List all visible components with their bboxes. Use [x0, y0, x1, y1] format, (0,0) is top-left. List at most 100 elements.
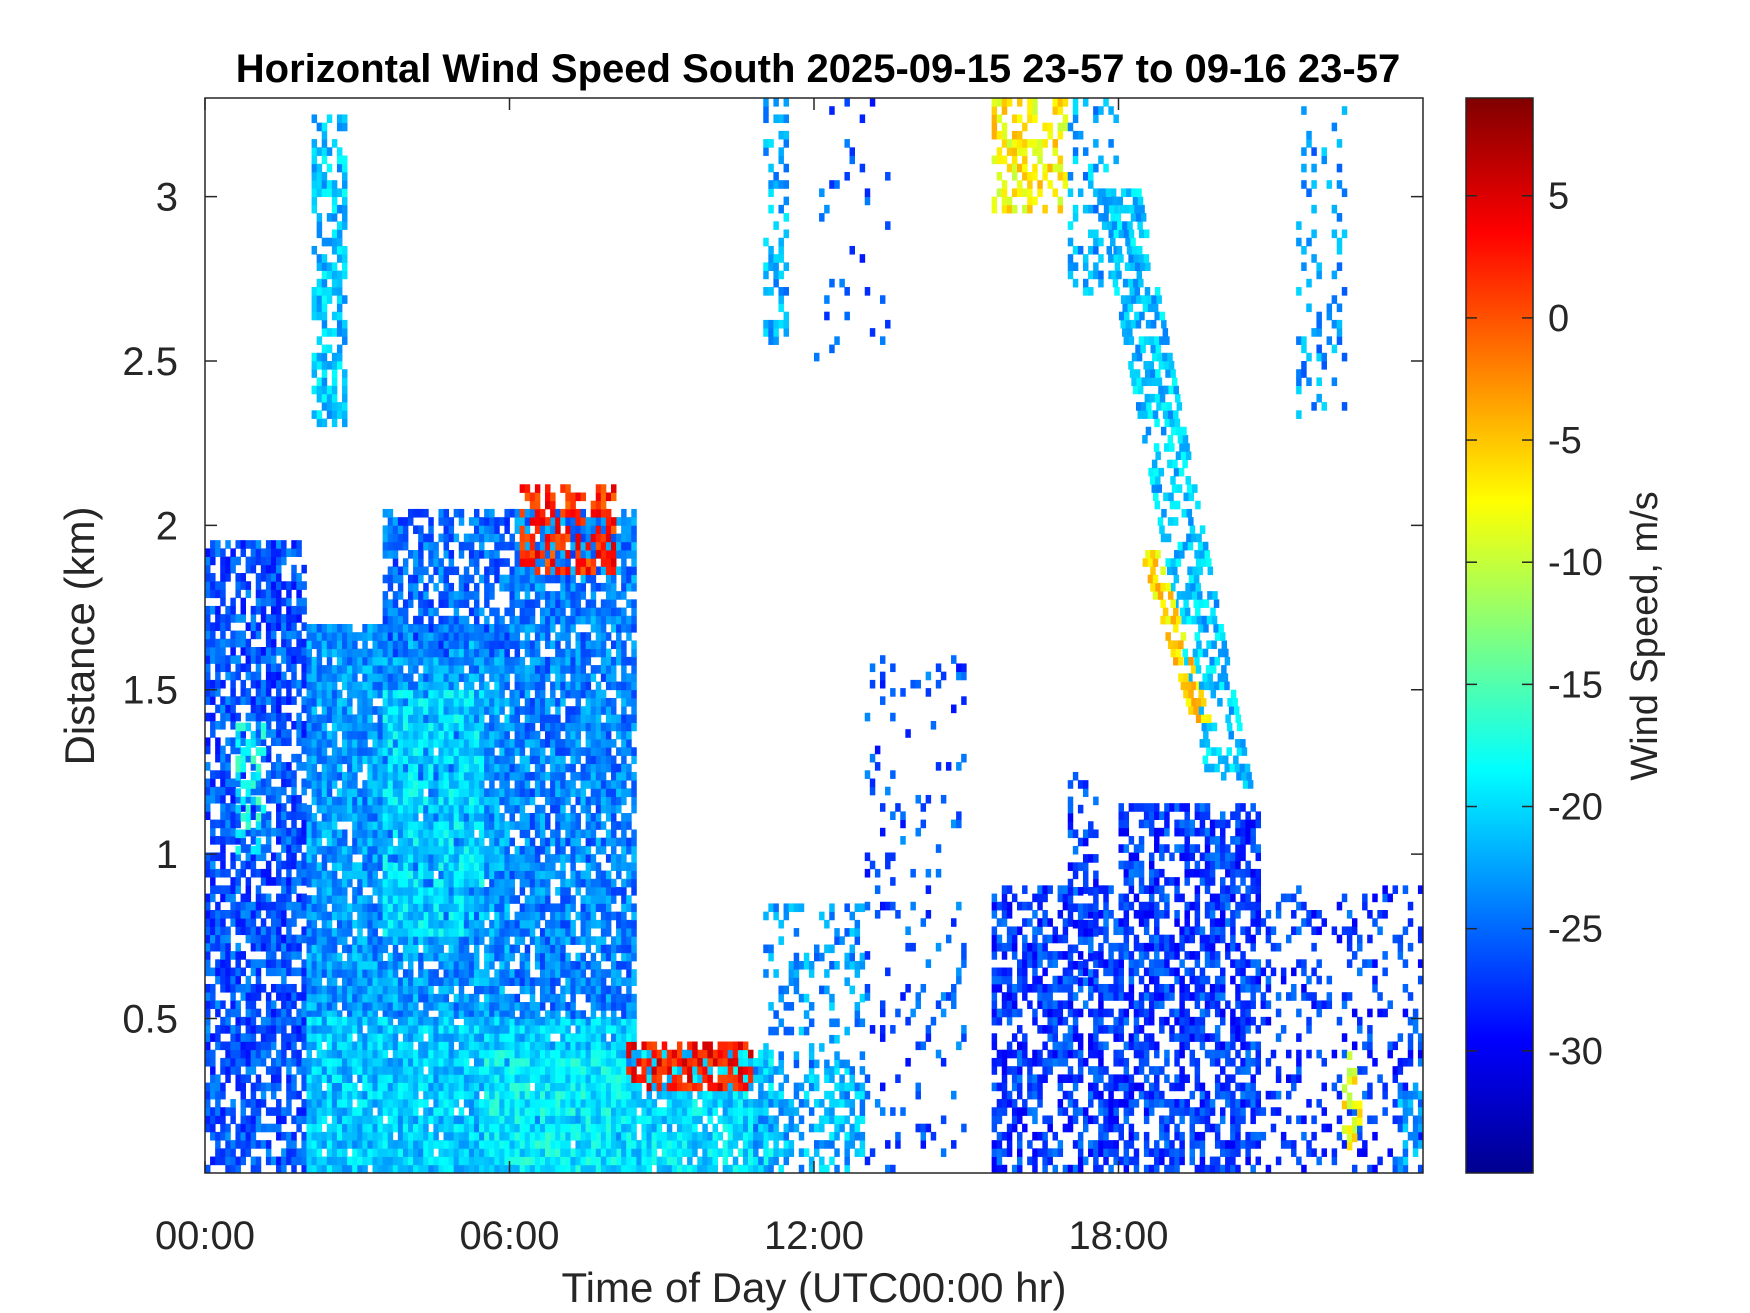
- heatmap-cell: [326, 854, 333, 863]
- heatmap-cell: [326, 1107, 333, 1116]
- heatmap-cell: [276, 679, 282, 689]
- heatmap-cell: [326, 648, 333, 658]
- heatmap-cell: [423, 755, 429, 765]
- heatmap-cell: [215, 910, 221, 919]
- heatmap-cell: [448, 837, 455, 847]
- heatmap-cell: [468, 829, 475, 839]
- heatmap-cell: [362, 870, 368, 880]
- heatmap-cell: [347, 952, 353, 962]
- heatmap-cell: [311, 952, 318, 962]
- heatmap-cell: [418, 845, 424, 855]
- heatmap-cell: [220, 655, 226, 664]
- heatmap-cell: [555, 714, 561, 724]
- heatmap-cell: [265, 794, 272, 804]
- heatmap-cell: [468, 788, 475, 797]
- heatmap-cell: [321, 919, 328, 929]
- heatmap-cell: [286, 737, 292, 747]
- heatmap-cell: [539, 689, 546, 699]
- heatmap-cell: [499, 928, 505, 937]
- heatmap-cell: [616, 1074, 622, 1083]
- heatmap-cell: [235, 573, 241, 582]
- heatmap-cell: [499, 960, 505, 970]
- heatmap-cell: [555, 1156, 561, 1166]
- heatmap-cell: [225, 753, 231, 763]
- heatmap-cell: [453, 944, 460, 954]
- heatmap-cell: [260, 778, 267, 788]
- heatmap-cell: [509, 607, 515, 617]
- heatmap-cell: [545, 558, 551, 567]
- heatmap-cell: [377, 886, 384, 896]
- heatmap-cell: [468, 862, 475, 871]
- heatmap-cell: [367, 730, 373, 740]
- heatmap-cell: [468, 730, 475, 740]
- heatmap-cell: [352, 862, 358, 871]
- heatmap-cell: [479, 697, 485, 707]
- heatmap-cell: [565, 919, 571, 929]
- heatmap-cell: [392, 911, 399, 921]
- heatmap-cell: [311, 780, 318, 789]
- heatmap-cell: [484, 911, 490, 921]
- heatmap-cell: [499, 952, 505, 962]
- heatmap-cell: [392, 591, 399, 600]
- heatmap-cell: [397, 845, 404, 855]
- heatmap-cell: [545, 952, 551, 962]
- heatmap-cell: [539, 1164, 546, 1174]
- heatmap-cell: [255, 597, 262, 607]
- heatmap-cell: [473, 911, 480, 921]
- heatmap-cell: [433, 697, 439, 707]
- heatmap-cell: [331, 1041, 338, 1051]
- heatmap-cell: [621, 1156, 627, 1166]
- heatmap-cell: [499, 582, 505, 592]
- heatmap-cell: [524, 566, 531, 576]
- heatmap-cell: [245, 647, 252, 656]
- heatmap-cell: [240, 860, 246, 870]
- heatmap-cell: [250, 992, 257, 1001]
- heatmap-cell: [301, 564, 307, 574]
- heatmap-cell: [504, 821, 510, 830]
- heatmap-cell: [534, 1016, 541, 1026]
- heatmap-cell: [286, 1099, 292, 1108]
- heatmap-cell: [509, 632, 515, 641]
- heatmap-cell: [286, 868, 292, 878]
- heatmap-cell: [565, 829, 571, 839]
- heatmap-cell: [240, 918, 246, 927]
- heatmap-cell: [433, 706, 439, 715]
- heatmap-cell: [397, 919, 404, 929]
- heatmap-cell: [534, 1074, 541, 1083]
- heatmap-cell: [377, 788, 384, 797]
- heatmap-cell: [210, 1131, 216, 1141]
- heatmap-cell: [519, 1140, 526, 1149]
- heatmap-cell: [504, 788, 510, 797]
- heatmap-cell: [321, 821, 328, 830]
- heatmap-cell: [555, 747, 561, 756]
- heatmap-cell: [265, 622, 272, 631]
- heatmap-cell: [468, 1123, 475, 1133]
- heatmap-cell: [408, 1016, 414, 1026]
- heatmap-cell: [453, 640, 460, 650]
- heatmap-cell: [352, 771, 358, 781]
- heatmap-cell: [468, 1115, 475, 1125]
- heatmap-cell: [336, 886, 343, 896]
- heatmap-cell: [484, 993, 490, 1003]
- heatmap-cell: [605, 1057, 612, 1067]
- heatmap-cell: [560, 960, 566, 970]
- heatmap-cell: [408, 656, 414, 666]
- heatmap-cell: [336, 1156, 343, 1166]
- heatmap-cell: [479, 739, 485, 748]
- heatmap-cell: [458, 788, 465, 797]
- heatmap-cell: [590, 1066, 597, 1075]
- heatmap-cell: [463, 1090, 470, 1100]
- heatmap-cell: [545, 1156, 551, 1166]
- heatmap-cell: [428, 1082, 434, 1092]
- heatmap-cell: [205, 934, 211, 944]
- heatmap-cell: [565, 623, 571, 633]
- heatmap-cell: [387, 813, 394, 822]
- heatmap-cell: [326, 878, 333, 888]
- heatmap-cell: [570, 1074, 576, 1083]
- heatmap-cell: [377, 1164, 384, 1174]
- heatmap-cell: [306, 648, 312, 658]
- heatmap-cell: [225, 1057, 231, 1067]
- heatmap-cell: [387, 763, 394, 773]
- heatmap-cell: [423, 714, 429, 724]
- heatmap-cell: [468, 903, 475, 913]
